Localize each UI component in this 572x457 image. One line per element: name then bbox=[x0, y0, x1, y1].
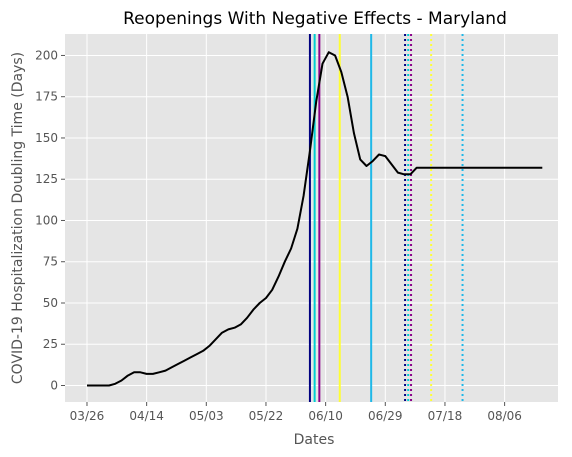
x-tick-label: 04/14 bbox=[129, 409, 164, 423]
plot-area: 0 25 50 75 100 125 150 175 200 03/26 04/14 05/03 05/… bbox=[35, 34, 558, 423]
y-tick-label: 50 bbox=[43, 296, 58, 310]
y-tick-label: 75 bbox=[43, 255, 58, 269]
x-tick-label: 05/22 bbox=[249, 409, 284, 423]
x-tick-label: 03/26 bbox=[70, 409, 105, 423]
y-tick-label: 0 bbox=[50, 378, 58, 392]
y-tick-label: 175 bbox=[35, 90, 58, 104]
y-tick-label: 150 bbox=[35, 131, 58, 145]
x-tick-label: 05/03 bbox=[189, 409, 224, 423]
y-axis-label: COVID-19 Hospitalization Doubling Time (… bbox=[10, 52, 26, 384]
y-tick-label: 25 bbox=[43, 337, 58, 351]
x-tick-label: 06/10 bbox=[308, 409, 343, 423]
x-tick-label: 07/18 bbox=[428, 409, 463, 423]
x-axis-label: Dates bbox=[294, 432, 335, 448]
y-tick-label: 100 bbox=[35, 213, 58, 227]
x-tick-label: 08/06 bbox=[487, 409, 522, 423]
y-tick-label: 200 bbox=[35, 48, 58, 62]
chart-title: Reopenings With Negative Effects - Maryl… bbox=[123, 9, 507, 29]
series-line bbox=[87, 51, 543, 387]
y-tick-label: 125 bbox=[35, 172, 58, 186]
x-tick-label: 06/29 bbox=[368, 409, 403, 423]
plot-background bbox=[65, 34, 558, 402]
